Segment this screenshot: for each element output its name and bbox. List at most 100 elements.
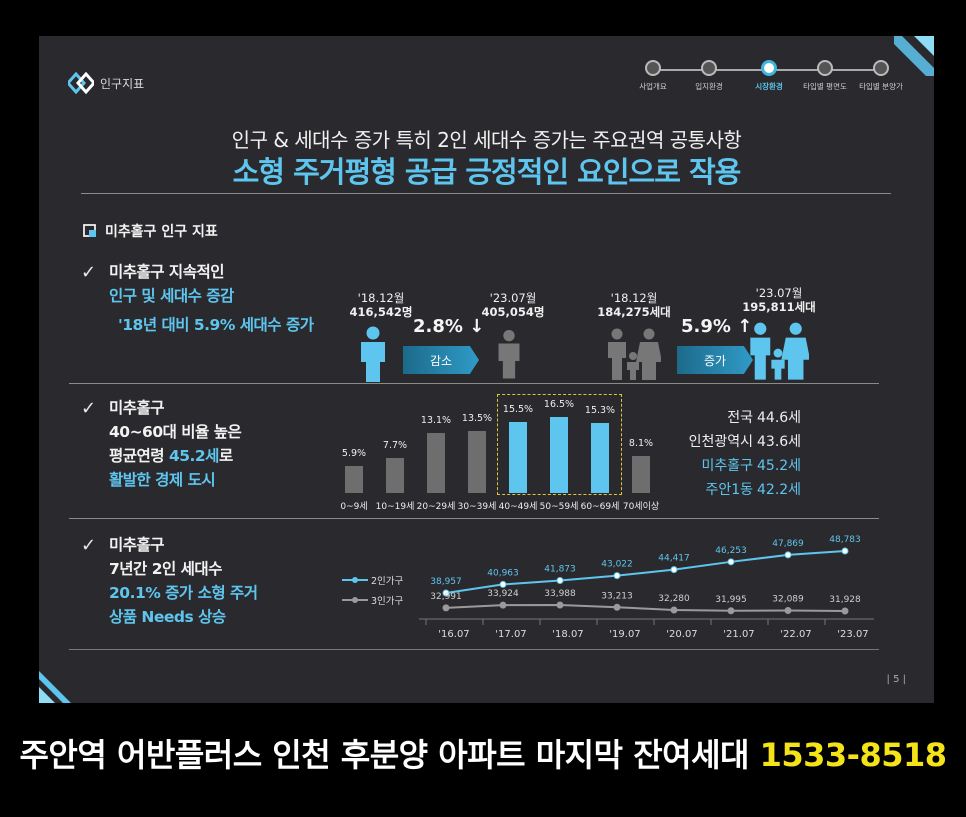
- block1-line1: 미추홀구 지속적인: [109, 263, 224, 281]
- divider: [69, 649, 879, 650]
- bar: [632, 455, 650, 493]
- step-label: 타입별 평면도: [803, 82, 847, 91]
- step-1[interactable]: 사업개요: [625, 60, 681, 92]
- x-tick-label: '22.07: [780, 629, 811, 640]
- pop-after-value: 405,054명: [481, 305, 545, 319]
- pop-before-label: '18.12월 416,542명: [341, 291, 421, 319]
- comparison-name: 전국: [727, 410, 753, 426]
- legend-3person: 3인가구: [342, 593, 403, 607]
- block2-line3-b: 45.2세: [168, 447, 220, 465]
- series-value-label: 33,988: [544, 589, 576, 599]
- bar: [509, 421, 527, 493]
- block1-text: 미추홀구 지속적인 인구 및 세대수 증감 '18년 대비 5.9% 세대수 증…: [109, 260, 314, 337]
- legend-2person-label: 2인가구: [371, 576, 404, 587]
- bar-category-label: 10~19세: [375, 502, 415, 512]
- pop-after-label: '23.07월 405,054명: [473, 291, 553, 319]
- hh-before-value: 184,275세대: [597, 305, 671, 319]
- series-value-label: 44,417: [658, 554, 690, 564]
- series-point: [499, 601, 507, 609]
- bar-category-label: 30~39세: [457, 502, 497, 512]
- pop-change-value: 2.8%: [413, 316, 463, 337]
- x-tick-label: '17.07: [495, 629, 526, 640]
- hh-before-date: '18.12월: [610, 291, 658, 305]
- bar-value-label: 15.3%: [584, 404, 616, 416]
- block1-line3: '18년 대비 5.9% 세대수 증가: [118, 316, 314, 334]
- step-dot-icon: [761, 60, 777, 76]
- corner-decoration-top-right: [894, 36, 934, 76]
- step-label: 타입별 분양가: [859, 82, 903, 91]
- block3-line2: 7년간 2인 세대수: [109, 560, 222, 578]
- x-tick-label: '18.07: [552, 629, 583, 640]
- logo: 인구지표: [68, 72, 144, 94]
- step-dot-icon: [645, 60, 661, 76]
- family-icon-blue: [750, 322, 809, 380]
- comparison-name: 미추홀구: [701, 458, 753, 474]
- comparison-names: 전국 인천광역시 미추홀구 주안1동: [669, 406, 753, 502]
- bar: [345, 465, 363, 493]
- highlight-box: [497, 394, 622, 495]
- bar-category-label: 70세이상: [622, 502, 660, 512]
- series-point: [442, 589, 450, 597]
- bar-value-label: 5.9%: [341, 447, 367, 459]
- legend-3person-label: 3인가구: [371, 596, 404, 607]
- series-point: [784, 551, 792, 559]
- block3-line1: 미추홀구: [109, 536, 165, 554]
- person-icon-blue: [361, 326, 385, 382]
- step-2[interactable]: 입지환경: [681, 60, 737, 92]
- block2-line2: 40~60대 비율 높은: [109, 423, 242, 441]
- bar: [427, 432, 445, 493]
- bar-value-label: 13.1%: [420, 414, 452, 426]
- series-point: [784, 607, 792, 615]
- arrow-down-icon: ↓: [469, 316, 485, 337]
- bar-category-label: 20~29세: [416, 502, 456, 512]
- banner-text: 주안역 어반플러스 인천 후분양 아파트 마지막 잔여세대: [19, 736, 760, 774]
- bar: [550, 417, 568, 493]
- series-value-label: 48,783: [829, 535, 861, 545]
- series-point: [841, 607, 849, 615]
- step-3[interactable]: 시장환경: [741, 60, 797, 92]
- bar-value-label: 15.5%: [502, 403, 534, 415]
- step-dot-icon: [873, 60, 889, 76]
- divider: [69, 518, 879, 519]
- banner-phone[interactable]: 1533-8518: [759, 736, 947, 774]
- step-4[interactable]: 타입별 평면도: [797, 60, 853, 92]
- series-line-2person: [445, 550, 846, 594]
- bar: [386, 457, 404, 493]
- series-value-label: 40,963: [487, 568, 519, 578]
- increase-arrow: 증가: [677, 346, 753, 374]
- x-tick-label: '16.07: [438, 629, 469, 640]
- series-point: [613, 603, 621, 611]
- hh-after-label: '23.07월 195,811세대: [734, 286, 824, 314]
- legend-2person: 2인가구: [342, 573, 403, 587]
- series-point: [727, 558, 735, 566]
- check-icon: ✓: [81, 535, 97, 556]
- divider: [69, 383, 879, 384]
- page-number: | 5 |: [886, 674, 906, 685]
- legend-line-gray: [342, 597, 368, 603]
- comparison-value: 43.6세: [757, 434, 802, 450]
- hh-after-date: '23.07월: [755, 286, 803, 300]
- step-5[interactable]: 타입별 분양가: [853, 60, 909, 92]
- step-label: 사업개요: [639, 82, 667, 91]
- section-title: 미추홀구 인구 지표: [83, 221, 218, 241]
- hh-change: 5.9% ↑: [681, 316, 752, 337]
- bar-value-label: 7.7%: [382, 439, 408, 451]
- series-line-3person: [445, 603, 846, 612]
- square-icon: [83, 224, 96, 237]
- x-tick-label: '21.07: [723, 629, 754, 640]
- logo-icon: [68, 72, 94, 94]
- x-tick-label: '20.07: [666, 629, 697, 640]
- x-tick-label: '23.07: [837, 629, 868, 640]
- series-point: [670, 606, 678, 614]
- series-point: [841, 547, 849, 555]
- block2-line1: 미추홀구: [109, 399, 165, 417]
- series-value-label: 32,991: [430, 592, 462, 602]
- banner: 주안역 어반플러스 인천 후분양 아파트 마지막 잔여세대 1533-8518: [0, 730, 966, 776]
- comparison-name: 주안1동: [705, 482, 753, 498]
- series-value-label: 38,957: [430, 577, 462, 587]
- bar: [468, 430, 486, 493]
- household-line-chart: 38,957 40,963 41,873 43,022 44,417 46,253 47,8…: [419, 535, 874, 640]
- series-value-label: 31,928: [829, 595, 861, 605]
- hh-after-value: 195,811세대: [742, 300, 816, 314]
- comparison-value: 42.2세: [757, 482, 802, 498]
